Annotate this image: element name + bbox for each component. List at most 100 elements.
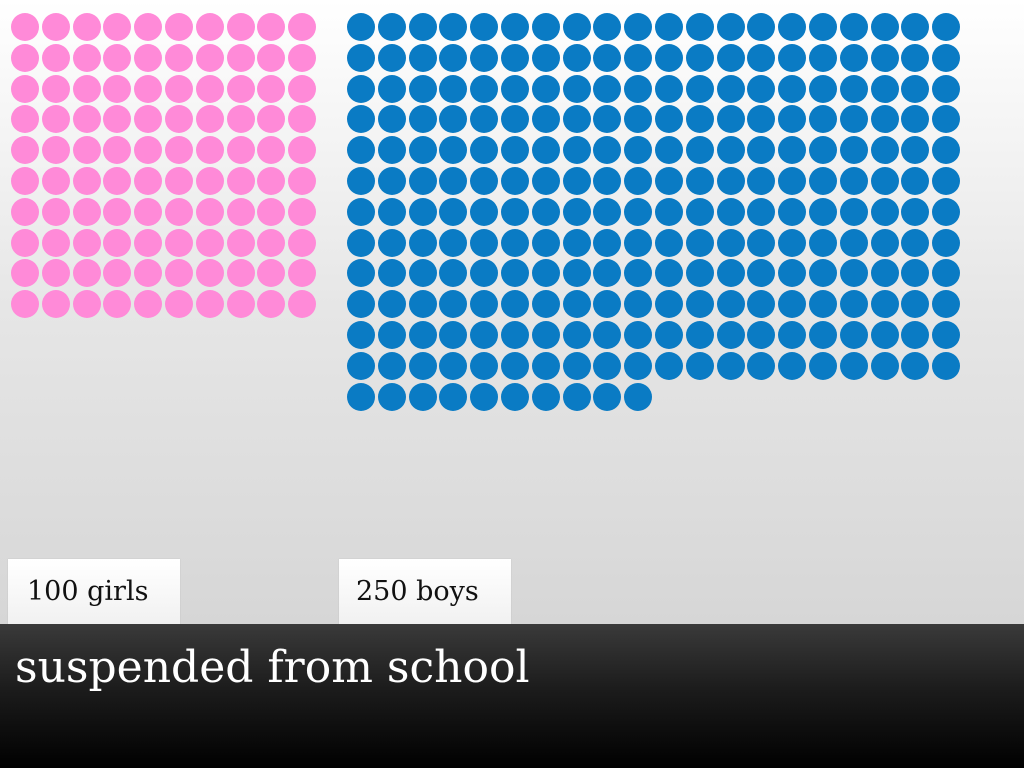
girls-dot — [195, 290, 224, 319]
boys-dot — [839, 259, 868, 288]
girls-dot — [103, 43, 132, 72]
boys-dot — [839, 167, 868, 195]
boys-dot — [655, 13, 683, 41]
girls-dot — [103, 167, 132, 195]
boys-dot — [747, 167, 776, 195]
boys-dot — [809, 259, 837, 288]
boys-dot — [870, 136, 899, 165]
boys-dot — [778, 13, 807, 41]
boys-dot — [839, 197, 868, 226]
boys-dot — [747, 228, 776, 257]
boys-dot — [470, 228, 499, 257]
boys-dot — [901, 74, 930, 103]
boys-dot — [501, 13, 529, 41]
boys-dot — [501, 167, 529, 195]
boys-dot — [347, 228, 375, 257]
girls-dot — [134, 228, 163, 257]
boys-dot — [501, 290, 529, 319]
boys-dot — [655, 105, 683, 134]
girls-dot — [226, 136, 255, 165]
girls-dot — [72, 105, 101, 134]
boys-dot — [655, 259, 683, 288]
boys-dot — [347, 167, 375, 195]
boys-dot — [809, 228, 837, 257]
girls-dot — [165, 105, 193, 134]
girls-dot — [72, 136, 101, 165]
girls-dot — [41, 105, 70, 134]
boys-dot — [839, 228, 868, 257]
caption-bar — [0, 624, 1024, 768]
boys-dot — [593, 321, 622, 349]
boys-dot — [655, 351, 683, 380]
boys-dot — [747, 290, 776, 319]
girls-dot — [288, 136, 317, 165]
boys-dot — [377, 290, 406, 319]
boys-dot — [655, 321, 683, 349]
boys-dot — [377, 105, 406, 134]
boys-dot — [408, 290, 437, 319]
girls-dot — [41, 167, 70, 195]
boys-dot — [901, 321, 930, 349]
boys-dot — [685, 321, 714, 349]
boys-dot — [778, 105, 807, 134]
boys-dot — [901, 259, 930, 288]
girls-dot — [103, 228, 132, 257]
boys-dot — [685, 259, 714, 288]
girls-dot — [72, 197, 101, 226]
girls-dot — [103, 74, 132, 103]
boys-dot — [377, 136, 406, 165]
boys-dot — [562, 290, 591, 319]
boys-dot — [531, 74, 560, 103]
boys-dot — [470, 43, 499, 72]
girls-dot — [134, 167, 163, 195]
boys-dot — [501, 74, 529, 103]
girls-dot — [134, 197, 163, 226]
boys-dot — [655, 74, 683, 103]
girls-dot — [134, 105, 163, 134]
girls-dot — [257, 259, 286, 288]
girls-dot — [11, 105, 39, 134]
boys-dot — [716, 290, 745, 319]
girls-dot — [195, 228, 224, 257]
boys-dot — [470, 197, 499, 226]
girls-dot — [165, 136, 193, 165]
boys-dot — [870, 105, 899, 134]
boys-dot — [408, 74, 437, 103]
boys-dot — [624, 290, 653, 319]
boys-dot — [501, 228, 529, 257]
boys-dot — [562, 351, 591, 380]
boys-dot — [932, 197, 961, 226]
girls-dot — [195, 13, 224, 41]
boys-dot — [901, 197, 930, 226]
girls-dot — [288, 43, 317, 72]
boys-dot — [778, 321, 807, 349]
boys-dot — [531, 259, 560, 288]
boys-dot — [408, 228, 437, 257]
boys-dot — [593, 74, 622, 103]
boys-dot — [685, 351, 714, 380]
girls-dot — [41, 259, 70, 288]
boys-dot — [562, 382, 591, 411]
girls-dot — [165, 43, 193, 72]
girls-dot — [257, 136, 286, 165]
girls-dot — [226, 167, 255, 195]
girls-dot — [257, 43, 286, 72]
boys-dot — [439, 259, 468, 288]
girls-dot — [11, 228, 39, 257]
boys-dot — [593, 136, 622, 165]
boys-dot — [932, 351, 961, 380]
girls-dot — [226, 259, 255, 288]
boys-dot — [901, 105, 930, 134]
girls-dot — [41, 43, 70, 72]
boys-dot — [377, 167, 406, 195]
boys-dot — [870, 321, 899, 349]
boys-dot — [685, 228, 714, 257]
boys-dot — [870, 290, 899, 319]
girls-dot — [41, 197, 70, 226]
boys-dot — [470, 351, 499, 380]
boys-dot — [439, 13, 468, 41]
boys-dot — [778, 136, 807, 165]
boys-dot — [347, 43, 375, 72]
boys-dot — [531, 43, 560, 72]
